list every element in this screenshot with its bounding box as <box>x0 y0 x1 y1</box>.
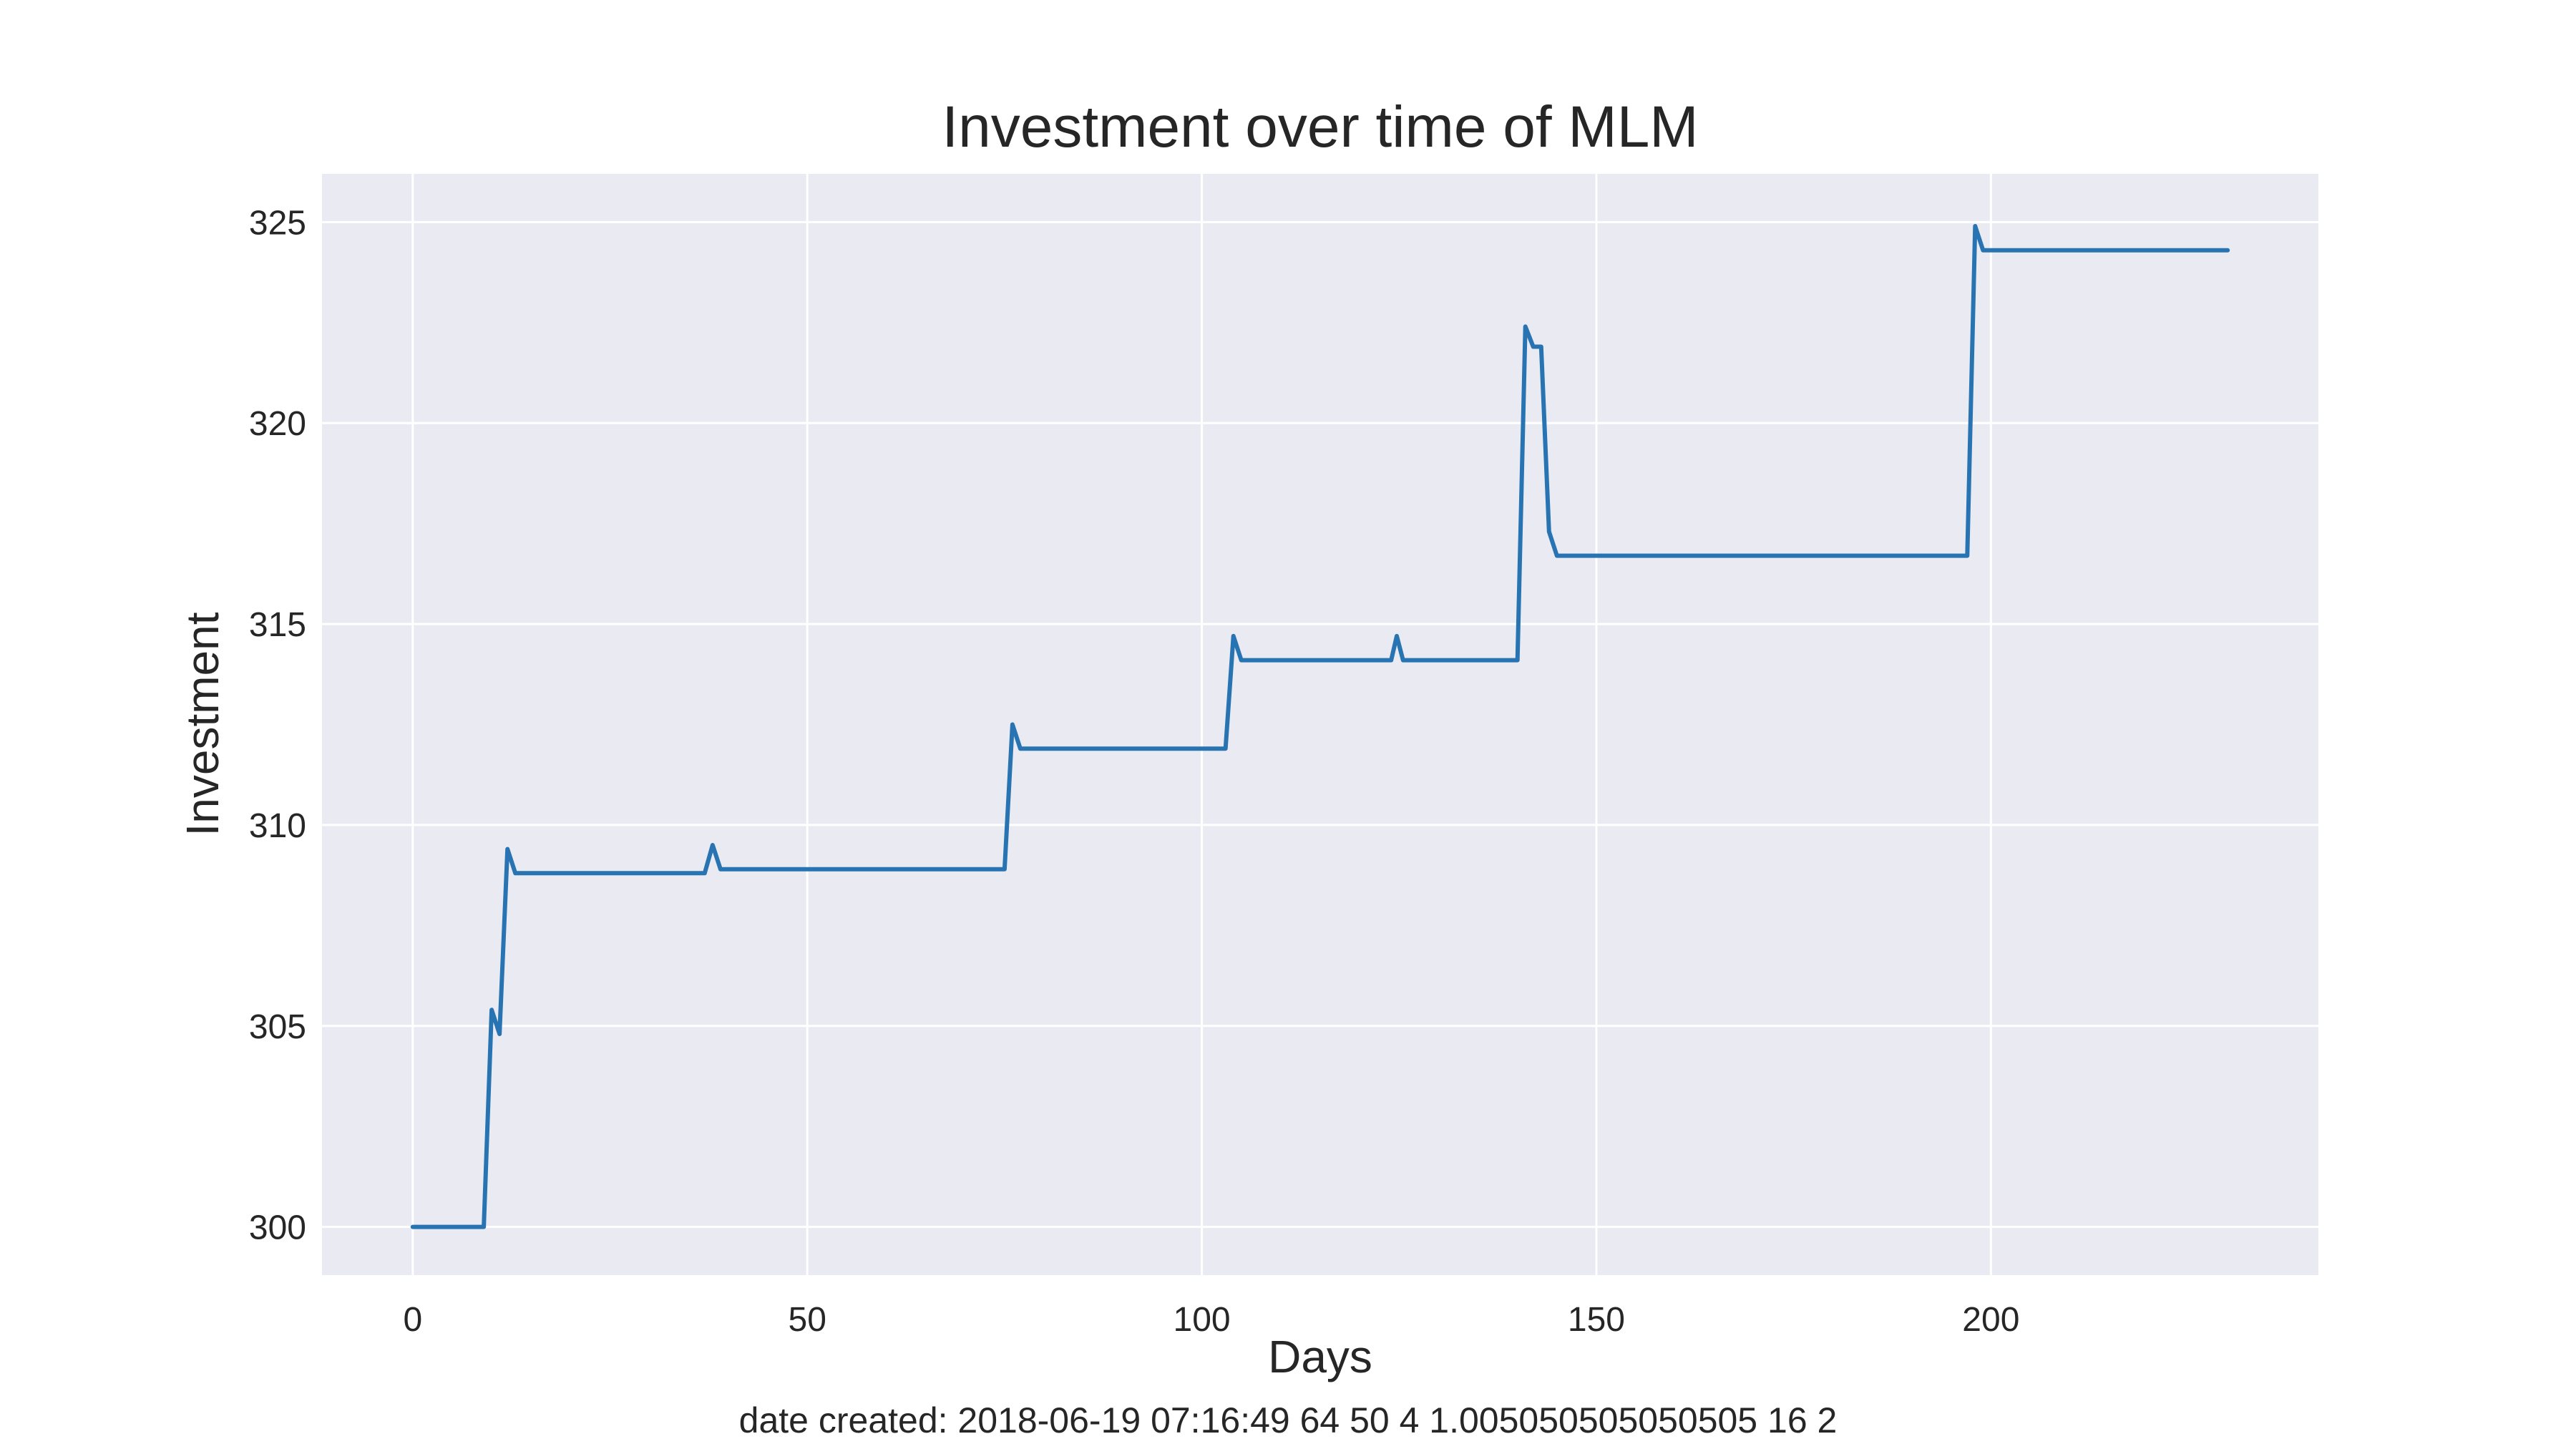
chart-title: Investment over time of MLM <box>942 94 1698 160</box>
x-tick-label: 200 <box>1962 1301 2019 1339</box>
plot-area <box>322 174 2318 1275</box>
grid-lines <box>322 174 2318 1275</box>
x-tick-label: 150 <box>1568 1301 1625 1339</box>
x-tick-label: 0 <box>403 1301 422 1339</box>
date-caption: date created: 2018-06-19 07:16:49 64 50 … <box>739 1400 1838 1440</box>
y-tick-label: 315 <box>249 606 306 644</box>
y-axis-label: Investment <box>177 612 228 836</box>
y-tick-label: 310 <box>249 807 306 845</box>
x-tick-label: 50 <box>789 1301 826 1339</box>
y-tick-label: 320 <box>249 405 306 443</box>
x-axis-label: Days <box>1268 1331 1372 1382</box>
y-tick-label: 325 <box>249 204 306 242</box>
y-tick-label: 305 <box>249 1008 306 1046</box>
y-tick-label: 300 <box>249 1209 306 1247</box>
x-tick-label: 100 <box>1174 1301 1231 1339</box>
series-line <box>410 224 2230 1229</box>
tick-labels: 0 50 100 150 200 300 305 310 315 320 325 <box>249 204 2019 1339</box>
